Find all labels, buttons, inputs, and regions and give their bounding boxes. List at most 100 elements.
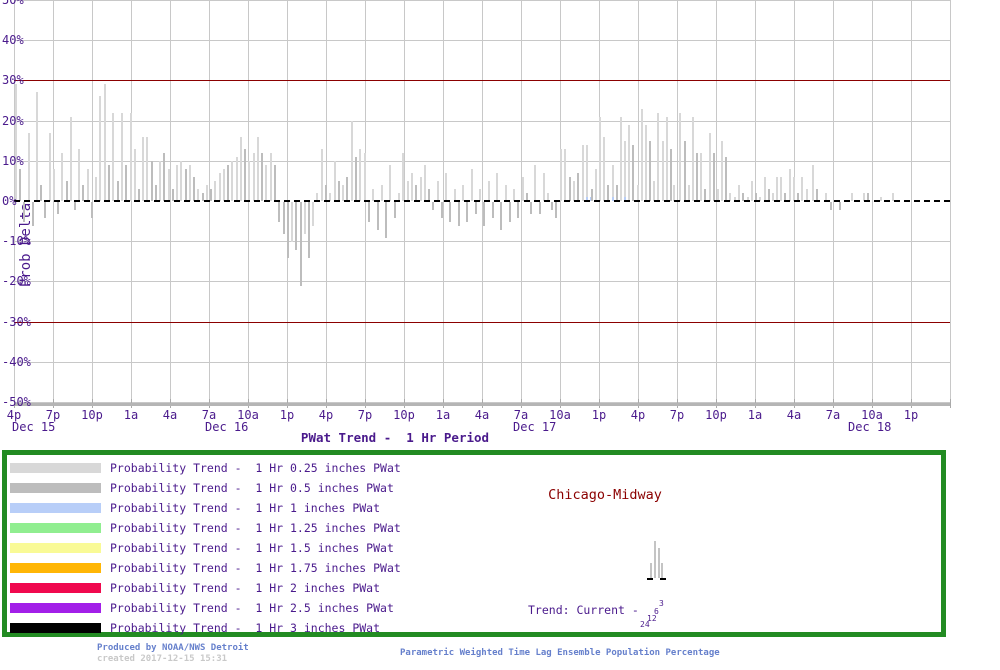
- x-axis-tick-label: 10a: [549, 408, 571, 422]
- prob-delta-bar: [483, 202, 485, 227]
- prob-delta-bar: [479, 188, 481, 201]
- h-gridline: [14, 120, 950, 122]
- prob-delta-bar: [812, 164, 814, 201]
- prob-delta-bar: [543, 172, 545, 201]
- prob-delta-bar: [61, 152, 63, 201]
- prob-delta-bar: [240, 136, 242, 201]
- prob-delta-bar: [163, 152, 165, 201]
- prob-delta-bar: [522, 176, 524, 201]
- h-gridline: [14, 361, 950, 363]
- x-axis-day-label: Dec 17: [513, 420, 557, 434]
- x-axis-tick-label: 7p: [669, 408, 685, 422]
- prob-delta-bar: [15, 84, 17, 201]
- prob-delta-bar: [155, 184, 157, 201]
- prob-delta-bar: [377, 202, 379, 231]
- prob-delta-bar: [312, 202, 314, 227]
- prob-delta-bar: [151, 160, 153, 201]
- x-axis-tick: [950, 399, 951, 408]
- prob-delta-bar: [355, 156, 357, 201]
- prob-delta-bar: [346, 176, 348, 201]
- prob-delta-bar: [772, 192, 774, 201]
- x-axis-tick-label: 10a: [861, 408, 883, 422]
- prob-delta-bar: [641, 108, 643, 201]
- legend-item-label: Probability Trend - 1 Hr 1.25 inches PWa…: [110, 521, 401, 535]
- h-gridline: [14, 160, 950, 162]
- prob-delta-bar: [172, 188, 174, 201]
- prob-delta-bar: [892, 192, 894, 201]
- x-axis-tick-label: 1p: [591, 408, 607, 422]
- prob-delta-bar: [551, 202, 553, 211]
- prob-delta-bar: [880, 196, 882, 201]
- x-axis-line: [14, 403, 950, 406]
- prob-delta-bar: [23, 202, 25, 223]
- mini-chart-bar: [654, 541, 656, 578]
- legend-item: Probability Trend - 1 Hr 2.5 inches PWat: [10, 598, 394, 618]
- prob-delta-bar: [359, 148, 361, 201]
- prob-delta-bar: [57, 202, 59, 215]
- prob-delta-bar: [666, 116, 668, 201]
- prob-delta-bar: [721, 140, 723, 201]
- x-axis-tick-label: 7a: [201, 408, 217, 422]
- prob-delta-bar: [108, 164, 110, 201]
- legend-box: Probability Trend - 1 Hr 0.25 inches PWa…: [2, 450, 946, 637]
- prob-delta-bar: [206, 184, 208, 201]
- probability-trend-chart: 50% 40% 30% 20% 10% 0% -10% -20% -30% -40% -50% 4p 7…: [2, 0, 951, 434]
- prob-delta-bar: [287, 202, 289, 259]
- prob-delta-bar: [70, 116, 72, 201]
- prob-delta-bar: [104, 84, 106, 201]
- prob-delta-bar: [176, 164, 178, 201]
- prob-delta-bar: [863, 192, 865, 201]
- prob-delta-bar: [816, 188, 818, 201]
- footer-created-timestamp: created 2017-12-15 15:31: [97, 654, 228, 664]
- prob-delta-bar: [283, 202, 285, 235]
- x-axis-day-label: Dec 18: [848, 420, 892, 434]
- prob-delta-bar: [138, 188, 140, 201]
- prob-delta-bar: [577, 172, 579, 201]
- prob-delta-bar: [670, 148, 672, 201]
- x-axis-tick-label: 4p: [630, 408, 646, 422]
- prob-delta-bar: [146, 136, 148, 201]
- prob-delta-bar: [700, 152, 702, 201]
- prob-delta-bar: [573, 180, 575, 201]
- trend-hour-label: 3: [659, 599, 664, 608]
- prob-delta-bar: [389, 164, 391, 201]
- prob-delta-bar: [231, 160, 233, 201]
- prob-delta-bar: [830, 202, 832, 211]
- prob-delta-bar: [398, 192, 400, 201]
- prob-delta-bar: [130, 112, 132, 201]
- mini-chart-bar: [658, 548, 660, 578]
- prob-delta-bar: [466, 202, 468, 223]
- prob-delta-bar: [776, 176, 778, 201]
- prob-delta-bar: [564, 148, 566, 201]
- prob-delta-bar: [368, 202, 370, 223]
- prob-delta-bar: [569, 176, 571, 201]
- prob-delta-bar: [219, 172, 221, 201]
- prob-delta-bar: [637, 184, 639, 201]
- legend-item: Probability Trend - 1 Hr 2 inches PWat: [10, 578, 380, 598]
- prob-delta-bar: [411, 172, 413, 201]
- prob-delta-bar: [768, 188, 770, 201]
- prob-delta-bar: [764, 176, 766, 201]
- prob-delta-bar: [180, 160, 182, 201]
- prob-delta-bar: [385, 202, 387, 239]
- prob-delta-bar: [755, 192, 757, 201]
- legend-item-label: Probability Trend - 1 Hr 1.75 inches PWa…: [110, 561, 401, 575]
- prob-delta-bar: [202, 192, 204, 201]
- x-axis-tick-label: 4a: [474, 408, 490, 422]
- trend-hour-label: 24: [640, 620, 650, 629]
- y-axis-tick-label: 50%: [2, 0, 24, 7]
- prob-delta-bar: [492, 202, 494, 219]
- prob-delta-bar: [517, 202, 519, 219]
- prob-delta-bar: [586, 196, 588, 201]
- trend-hour-label: 12: [647, 614, 657, 623]
- prob-delta-bar: [500, 202, 502, 231]
- prob-delta-bar: [274, 164, 276, 201]
- prob-delta-bar: [300, 202, 302, 287]
- prob-delta-bar: [407, 180, 409, 201]
- prob-delta-bar: [402, 152, 404, 201]
- prob-delta-bar: [662, 140, 664, 201]
- prob-delta-bar: [32, 202, 34, 227]
- prob-delta-bar: [624, 196, 626, 201]
- y-axis-tick-label: -10%: [2, 234, 31, 249]
- prob-delta-bar: [806, 188, 808, 201]
